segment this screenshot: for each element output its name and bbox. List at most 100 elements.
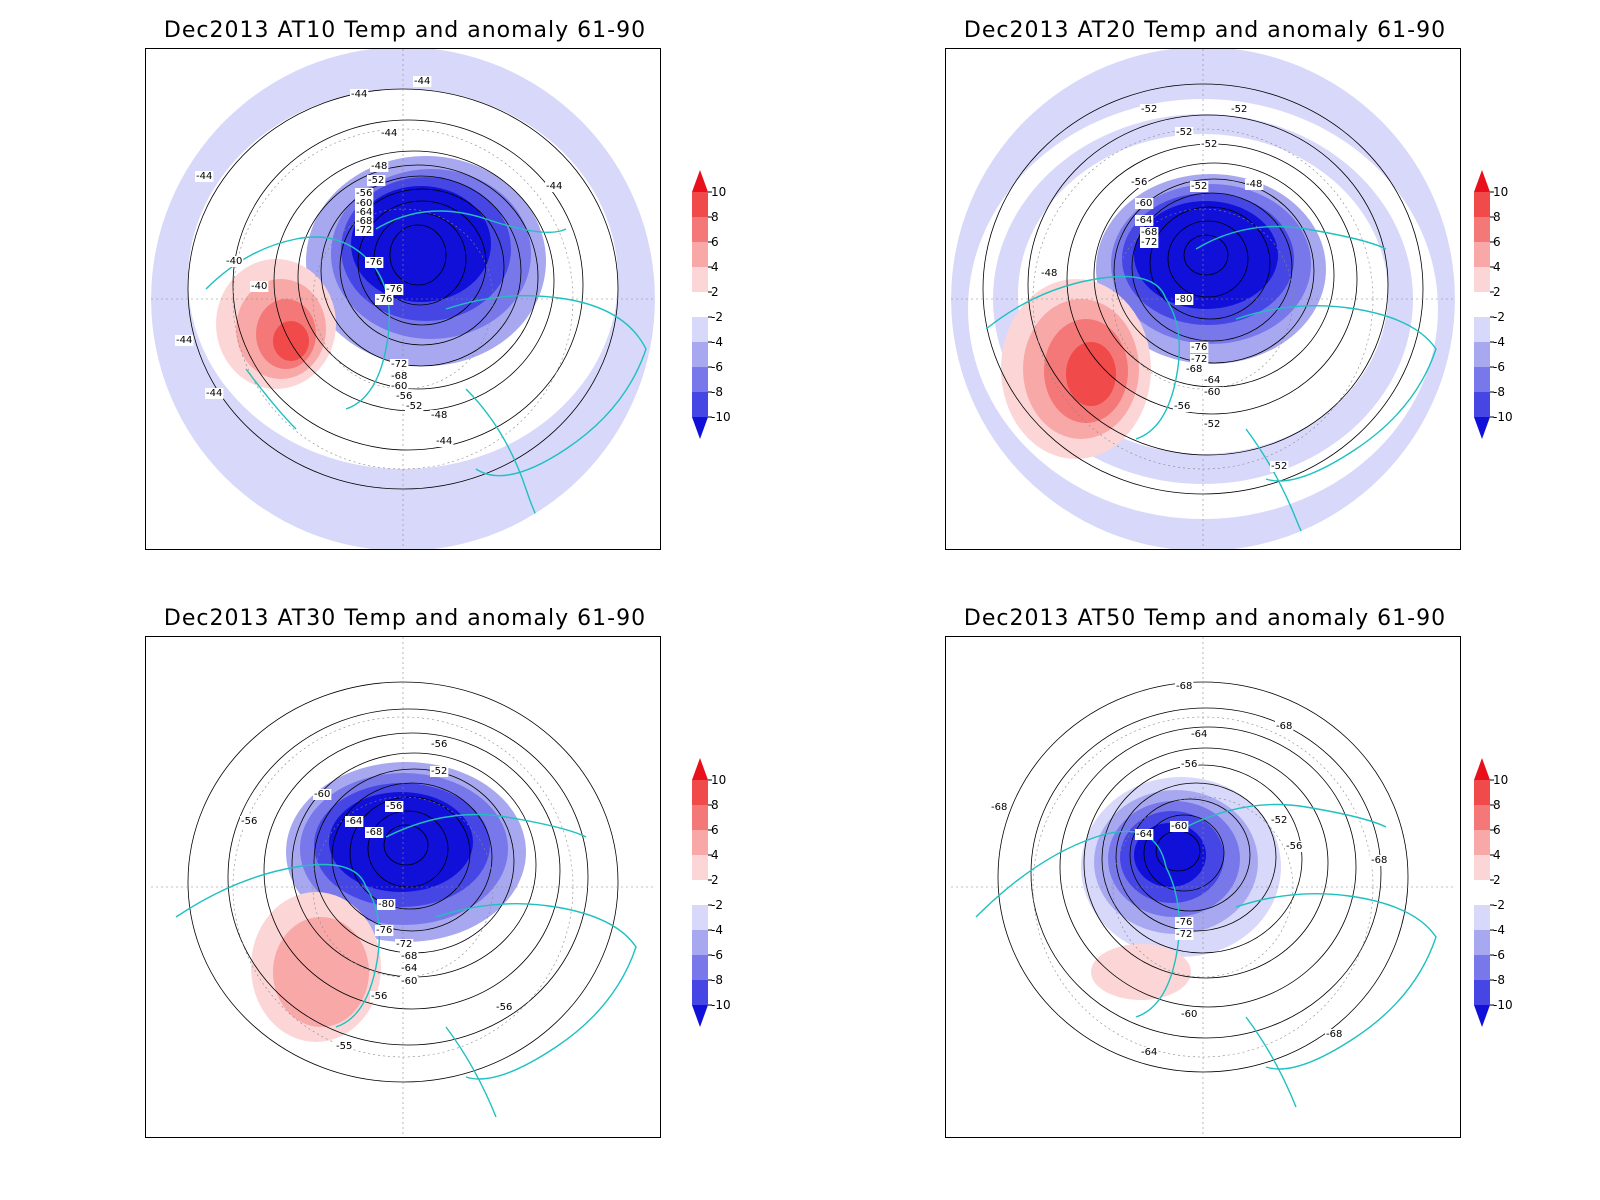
- colorbar-segment: [692, 367, 708, 392]
- contour-label: -60: [391, 381, 407, 392]
- colorbar-segment: [692, 780, 708, 805]
- contour-label-bg: [205, 388, 224, 399]
- contour-label: -56: [431, 739, 447, 750]
- colorbar-tick-label: 10: [1493, 185, 1508, 199]
- contour-label: -68: [1186, 364, 1202, 375]
- contour-label-bg: [345, 816, 364, 827]
- contour-label-bg: [355, 216, 374, 227]
- contour-label: -64: [1191, 729, 1207, 740]
- contour-labels: -48 -48 -52 -52 -52 -52 -52 -52 -52 -56 …: [1040, 104, 1289, 472]
- contour-label: -80: [1176, 294, 1192, 305]
- colorbar-segment: [1474, 955, 1490, 980]
- contour-label-bg: [1190, 342, 1209, 353]
- contour-label: -68: [391, 371, 407, 382]
- colorbar-svg: 10 8 6 4 2 -2 -4 -6 -8 -10: [1474, 170, 1513, 439]
- colorbar-svg: 10 8 6 4 2 -2 -4 -6 -8 -10: [692, 170, 731, 439]
- contour-label-bg: [1140, 104, 1159, 115]
- contour-labels: -52 -56 -56 -60 -60 -64 -64 -64 -68 -68 …: [990, 681, 1389, 1058]
- colorbar-tick-label: -2: [1493, 310, 1505, 324]
- contour-label-bg: [545, 181, 564, 192]
- colorbar-segment: [692, 905, 708, 930]
- map-svg: -48 -48 -52 -52 -52 -52 -52 -52 -52 -56 …: [951, 49, 1455, 549]
- contour-label-bg: [370, 991, 389, 1002]
- colorbar-tick-label: -4: [711, 335, 723, 349]
- colorbar-segment: [692, 192, 708, 217]
- colorbar-tick-label: 8: [1493, 210, 1501, 224]
- colorbar-segment: [692, 880, 708, 905]
- panel-at30: Dec2013 AT30 Temp and anomaly 61-90: [145, 606, 905, 1166]
- contour-label: -56: [1181, 759, 1197, 770]
- contour-label: -56: [1131, 177, 1147, 188]
- contour-label: -40: [226, 256, 242, 267]
- panel-at10: Dec2013 AT10 Temp and anomaly 61-90: [145, 18, 905, 578]
- colorbar-tick-label: -2: [711, 898, 723, 912]
- colorbar-segment: [692, 980, 708, 1005]
- map-svg: -52 -55 -56 -56 -56 -56 -56 -60 -60 -64 …: [151, 637, 655, 1137]
- contour-label-bg: [195, 171, 214, 182]
- colorbar-tick-label: -6: [1493, 948, 1505, 962]
- contour-label: -56: [356, 188, 372, 199]
- contour-label-bg: [365, 827, 384, 838]
- contour-label-bg: [225, 256, 244, 267]
- contour-label: -48: [1041, 268, 1057, 279]
- contour-label-bg: [355, 188, 374, 199]
- colorbar-segment: [1474, 930, 1490, 955]
- contour-label: -55: [336, 1041, 352, 1052]
- contour-label: -72: [396, 939, 412, 950]
- contour-label-bg: [1175, 294, 1194, 305]
- contour-label: -44: [436, 436, 452, 447]
- colorbar-tick-label: 8: [1493, 798, 1501, 812]
- coastlines: [175, 813, 637, 1118]
- contour-label: -68: [1141, 227, 1157, 238]
- colorbar-tick-label: 4: [711, 260, 719, 274]
- contour-label: -48: [1246, 179, 1262, 190]
- contour-label: -68: [991, 802, 1007, 813]
- contour-label: -60: [401, 976, 417, 987]
- polar-map: -40 -40 -44 -44 -44 -44 -44 -44 -44 -44 …: [145, 48, 661, 550]
- contour-label: -76: [386, 284, 402, 295]
- contour-label-bg: [355, 207, 374, 218]
- contour-label: -40: [251, 281, 267, 292]
- contour-label-bg: [1135, 215, 1154, 226]
- colorbar-tick-label: 2: [711, 873, 719, 887]
- colorbar-segment: [692, 392, 708, 417]
- colorbar-segment: [692, 930, 708, 955]
- panel-title: Dec2013 AT10 Temp and anomaly 61-90: [163, 18, 647, 43]
- colorbar-tick-label: 10: [711, 773, 726, 787]
- colorbar-segment: [692, 242, 708, 267]
- colorbar-segment: [1474, 317, 1490, 342]
- contour-label-bg: [1040, 268, 1059, 279]
- contour-label: -68: [1371, 855, 1387, 866]
- colorbar-segment: [692, 317, 708, 342]
- contour-label-bg: [1245, 179, 1264, 190]
- contour-label-bg: [395, 391, 414, 402]
- contour-label-bg: [1140, 227, 1159, 238]
- contour-label: -60: [1181, 1009, 1197, 1020]
- polar-map: -52 -55 -56 -56 -56 -56 -56 -60 -60 -64 …: [145, 636, 661, 1138]
- contour-label-bg: [1200, 139, 1219, 150]
- colorbar-at20: 10 8 6 4 2 -2 -4 -6 -8 -10: [1472, 170, 1552, 450]
- colorbar-tick-label: 10: [711, 185, 726, 199]
- contour-label-bg: [435, 436, 454, 447]
- colorbar-min-arrow: [692, 1005, 708, 1027]
- colorbar-tick-label: 2: [711, 285, 719, 299]
- colorbar-svg: 10 8 6 4 2 -2 -4 -6 -8 -10: [692, 758, 731, 1027]
- colorbar-segment: [1474, 392, 1490, 417]
- coastlines: [985, 225, 1437, 549]
- contour-label-bg: [365, 257, 384, 268]
- contour-label-bg: [1180, 759, 1199, 770]
- colorbar-tick-label: -6: [711, 948, 723, 962]
- contour-label: -64: [1204, 375, 1220, 386]
- contour-label-bg: [1175, 681, 1194, 692]
- contour-label-bg: [385, 801, 404, 812]
- contour-label: -44: [381, 128, 397, 139]
- colorbar-tick-label: -4: [1493, 923, 1505, 937]
- colorbar-tick-label: 6: [711, 823, 719, 837]
- contour-label: -68: [1326, 1029, 1342, 1040]
- colorbar-tick-label: 6: [711, 235, 719, 249]
- contour-label-bg: [1175, 929, 1194, 940]
- colorbar-segment: [1474, 880, 1490, 905]
- colorbar-tick-label: -2: [1493, 898, 1505, 912]
- colorbar-segment: [1474, 267, 1490, 292]
- colorbar-segment: [1474, 342, 1490, 367]
